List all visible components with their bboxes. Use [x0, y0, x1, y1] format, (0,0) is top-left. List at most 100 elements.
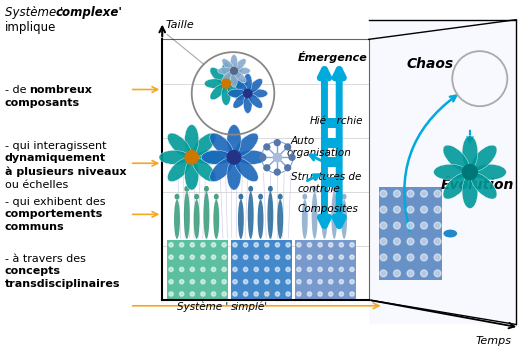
Ellipse shape — [228, 79, 248, 88]
Ellipse shape — [268, 192, 273, 239]
Ellipse shape — [473, 164, 506, 180]
Circle shape — [254, 267, 259, 272]
Text: Taille: Taille — [165, 20, 194, 30]
Ellipse shape — [234, 59, 246, 70]
Circle shape — [289, 154, 295, 160]
Circle shape — [339, 267, 343, 272]
Circle shape — [434, 222, 441, 229]
Ellipse shape — [192, 133, 216, 157]
Ellipse shape — [248, 186, 253, 192]
Ellipse shape — [312, 186, 317, 192]
Circle shape — [169, 280, 173, 284]
Ellipse shape — [204, 186, 209, 192]
Circle shape — [380, 206, 387, 213]
Ellipse shape — [471, 145, 497, 171]
Text: Émergence: Émergence — [298, 51, 368, 63]
Circle shape — [275, 255, 280, 259]
Ellipse shape — [227, 84, 242, 100]
Bar — [231, 240, 292, 299]
Bar — [295, 240, 356, 299]
Ellipse shape — [222, 86, 231, 105]
Circle shape — [286, 280, 290, 284]
Ellipse shape — [278, 194, 282, 200]
Circle shape — [421, 270, 427, 277]
Circle shape — [393, 222, 400, 229]
Circle shape — [264, 255, 269, 259]
Circle shape — [318, 255, 322, 259]
Circle shape — [421, 190, 427, 197]
Circle shape — [180, 243, 184, 247]
Ellipse shape — [184, 125, 199, 155]
Ellipse shape — [194, 194, 199, 200]
Ellipse shape — [258, 194, 263, 200]
Ellipse shape — [302, 194, 307, 200]
Circle shape — [285, 144, 290, 150]
Ellipse shape — [444, 230, 457, 237]
Circle shape — [393, 238, 400, 245]
Text: Système ': Système ' — [5, 6, 63, 19]
Circle shape — [318, 243, 322, 247]
Circle shape — [190, 280, 195, 284]
Ellipse shape — [227, 160, 241, 190]
Ellipse shape — [228, 89, 246, 98]
Ellipse shape — [210, 67, 226, 83]
Bar — [167, 240, 228, 299]
Ellipse shape — [201, 150, 231, 164]
Circle shape — [222, 79, 231, 88]
Text: comportements: comportements — [5, 209, 103, 220]
Circle shape — [407, 222, 414, 229]
Circle shape — [254, 292, 259, 296]
Text: complexe': complexe' — [56, 6, 123, 19]
Circle shape — [264, 267, 269, 272]
Bar — [326, 118, 336, 128]
Circle shape — [275, 169, 280, 175]
Circle shape — [434, 238, 441, 245]
Circle shape — [211, 292, 216, 296]
Bar — [378, 187, 443, 280]
Circle shape — [211, 267, 216, 272]
Circle shape — [233, 243, 237, 247]
Circle shape — [329, 243, 333, 247]
Circle shape — [421, 222, 427, 229]
Text: à plusieurs niveaux: à plusieurs niveaux — [5, 166, 127, 177]
Ellipse shape — [237, 150, 267, 164]
Ellipse shape — [238, 194, 243, 200]
Circle shape — [393, 270, 400, 277]
Ellipse shape — [184, 186, 189, 192]
Text: concepts: concepts — [5, 267, 61, 276]
Circle shape — [297, 292, 301, 296]
Circle shape — [244, 89, 252, 97]
Circle shape — [434, 270, 441, 277]
Circle shape — [201, 267, 205, 272]
Text: nombreux: nombreux — [30, 84, 92, 95]
Circle shape — [275, 243, 280, 247]
Circle shape — [190, 243, 195, 247]
Ellipse shape — [214, 200, 219, 239]
Circle shape — [297, 243, 301, 247]
Circle shape — [233, 280, 237, 284]
Circle shape — [339, 255, 343, 259]
Ellipse shape — [234, 71, 246, 83]
Circle shape — [297, 255, 301, 259]
Ellipse shape — [243, 73, 252, 92]
Circle shape — [180, 292, 184, 296]
Ellipse shape — [443, 145, 469, 171]
Ellipse shape — [342, 194, 347, 200]
Ellipse shape — [214, 194, 219, 200]
Text: Système ': Système ' — [177, 302, 228, 312]
Circle shape — [169, 255, 173, 259]
Circle shape — [297, 280, 301, 284]
Circle shape — [185, 151, 198, 164]
Ellipse shape — [235, 133, 258, 157]
Ellipse shape — [248, 192, 254, 239]
Circle shape — [233, 292, 237, 296]
Text: transdisciplinaires: transdisciplinaires — [5, 279, 120, 289]
Ellipse shape — [231, 72, 237, 87]
Circle shape — [285, 165, 290, 171]
Circle shape — [201, 292, 205, 296]
Text: implique: implique — [5, 21, 56, 34]
Ellipse shape — [195, 150, 225, 164]
Circle shape — [421, 238, 427, 245]
Text: simple': simple' — [231, 302, 268, 312]
Circle shape — [307, 280, 312, 284]
